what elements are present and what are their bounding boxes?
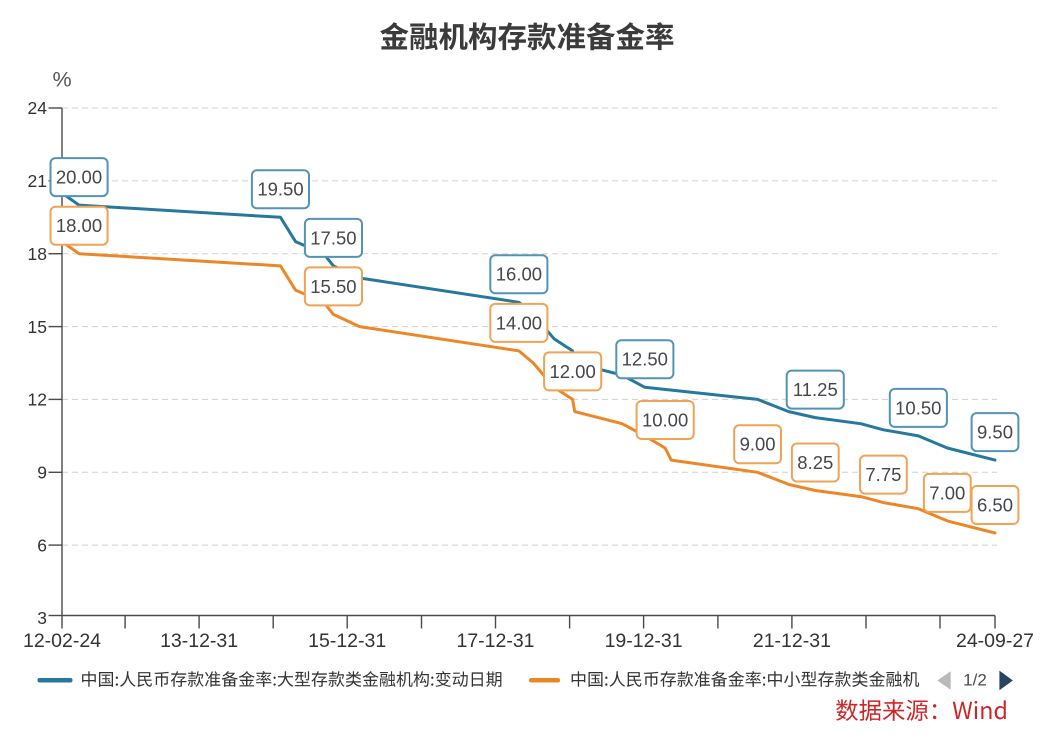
svg-text:13-12-31: 13-12-31	[160, 630, 238, 652]
svg-text:9.00: 9.00	[740, 434, 776, 455]
svg-text:9.50: 9.50	[977, 422, 1013, 443]
svg-text:21: 21	[28, 171, 47, 191]
svg-text:12.50: 12.50	[622, 349, 668, 370]
svg-text:1/2: 1/2	[963, 671, 987, 690]
svg-text:8.25: 8.25	[797, 452, 833, 473]
svg-text:24-09-27: 24-09-27	[956, 630, 1034, 652]
svg-text:6: 6	[37, 535, 47, 555]
svg-text:18.00: 18.00	[56, 215, 102, 236]
svg-text:10.50: 10.50	[895, 397, 941, 418]
svg-text:15-12-31: 15-12-31	[308, 630, 386, 652]
svg-text:24: 24	[28, 98, 48, 118]
svg-text:7.00: 7.00	[929, 482, 965, 503]
svg-text:6.50: 6.50	[977, 494, 1013, 515]
svg-text:%: %	[52, 68, 71, 92]
svg-text:18: 18	[28, 244, 47, 264]
svg-text:15: 15	[28, 317, 47, 337]
svg-text:12: 12	[28, 390, 47, 410]
svg-text:20.00: 20.00	[56, 167, 102, 188]
svg-text:16.00: 16.00	[496, 264, 542, 285]
svg-text:21-12-31: 21-12-31	[753, 630, 831, 652]
svg-text:17.50: 17.50	[310, 227, 356, 248]
svg-text:10.00: 10.00	[642, 409, 688, 430]
svg-text:15.50: 15.50	[310, 276, 356, 297]
svg-text:7.75: 7.75	[865, 464, 901, 485]
svg-text:17-12-31: 17-12-31	[456, 630, 534, 652]
svg-text:3: 3	[37, 608, 47, 628]
svg-text:12.00: 12.00	[549, 361, 595, 382]
svg-text:19-12-31: 19-12-31	[605, 630, 683, 652]
svg-text:12-02-24: 12-02-24	[23, 630, 101, 652]
svg-text:14.00: 14.00	[496, 312, 542, 333]
svg-text:19.50: 19.50	[257, 179, 303, 200]
svg-text:9: 9	[37, 463, 47, 483]
svg-text:11.25: 11.25	[793, 379, 838, 400]
